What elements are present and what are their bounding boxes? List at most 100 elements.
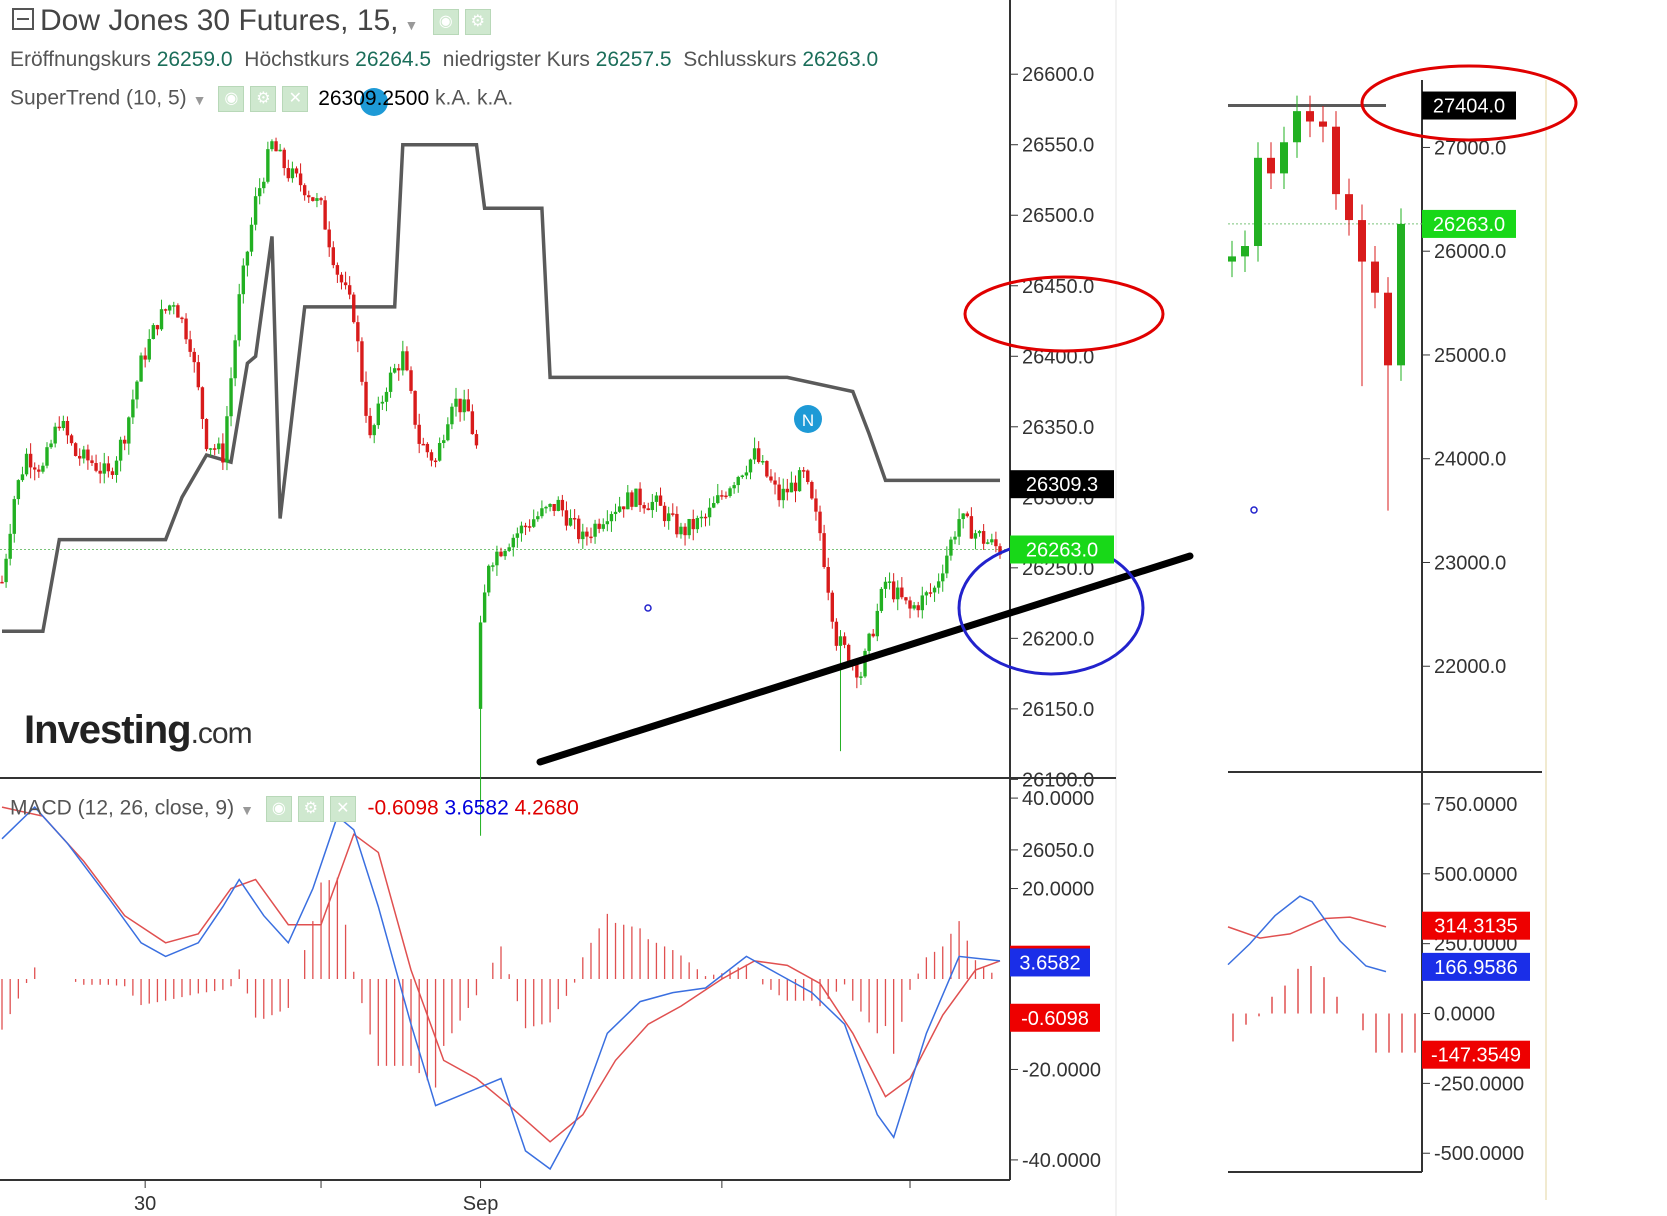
candle-body [184, 318, 188, 340]
chevron-down-icon[interactable]: ▼ [192, 91, 207, 108]
candle-body [229, 378, 233, 417]
macd-value-label-box [1010, 948, 1090, 977]
candle-body [356, 322, 360, 342]
side-candle-body [1319, 121, 1327, 127]
candle-body [417, 424, 421, 444]
side-candle-body [1254, 157, 1262, 247]
macd-hist-label: -0.6098 [1021, 1008, 1089, 1030]
collapse-icon[interactable] [12, 8, 34, 31]
candle-body [818, 511, 822, 534]
eye-icon[interactable]: ◉ [265, 796, 292, 822]
close-icon[interactable]: ✕ [282, 86, 309, 112]
macd-y-axis: 40.0000 20.0000 -20.0000 -40.0000 [1010, 788, 1101, 1172]
news-marker-icon[interactable] [794, 405, 822, 433]
candle-body [106, 463, 111, 472]
y-tick-label: -500.0000 [1434, 1143, 1524, 1165]
candle-body [810, 481, 814, 499]
candle-body [192, 351, 196, 363]
candle-body [102, 463, 106, 474]
candle-body [405, 351, 409, 371]
high-value: 26264.5 [355, 48, 432, 71]
candle-body [57, 426, 61, 429]
candle-body [990, 539, 994, 543]
candle-body [744, 472, 749, 476]
time-axis: 30 Sep [134, 1180, 911, 1215]
chevron-down-icon[interactable]: ▼ [240, 801, 254, 818]
y-tick-label: 26350.0 [1022, 417, 1094, 439]
candle-body [123, 439, 127, 444]
eye-icon[interactable]: ◉ [432, 9, 459, 36]
candle-body [307, 195, 311, 198]
candle-body [626, 492, 630, 510]
candle-body [650, 501, 655, 511]
candle-body [936, 581, 941, 588]
candle-body [8, 533, 12, 559]
candle-body [675, 513, 679, 535]
candle-body [503, 550, 507, 557]
candle-body [45, 447, 49, 466]
candle-body [462, 399, 466, 413]
candle-body [20, 474, 25, 481]
y-tick-label: 26100.0 [1022, 769, 1094, 791]
candle-body [965, 513, 969, 517]
candle-body [143, 355, 147, 360]
candle-body [368, 415, 372, 436]
red-circle-annotation [963, 275, 1165, 353]
candle-body [928, 592, 933, 594]
candle-body [347, 285, 352, 295]
candle-body [196, 362, 201, 388]
supertrend-price-label-box [1010, 470, 1114, 499]
event-marker-icon[interactable] [360, 88, 388, 116]
candle-body [487, 565, 491, 593]
candle-body [638, 488, 642, 506]
side-candle-body [1293, 111, 1301, 143]
candle-body [200, 387, 205, 419]
side-macd-hist-label: -147.3549 [1431, 1045, 1521, 1067]
y-tick-label: 0.0000 [1434, 1004, 1495, 1026]
candle-body [765, 461, 769, 477]
candle-body [290, 168, 295, 179]
candle-body [622, 506, 626, 510]
candle-body [957, 519, 961, 537]
candle-body [785, 488, 790, 493]
candle-body [568, 518, 573, 526]
gear-icon[interactable]: ⚙ [250, 86, 277, 112]
candle-body [397, 368, 401, 371]
macd-label: MACD (12, 26, close, 9) [10, 796, 235, 820]
candle-body [217, 443, 221, 450]
candle-body [585, 531, 589, 537]
y-tick-label: 26000.0 [1434, 241, 1506, 263]
candle-body [523, 525, 528, 528]
x-tick-label: 30 [134, 1193, 156, 1215]
supertrend-price-label: 26309.3 [1026, 474, 1098, 496]
candle-body [155, 325, 160, 330]
candle-body [225, 416, 229, 463]
chevron-down-icon[interactable]: ▼ [404, 17, 419, 33]
gear-icon[interactable]: ⚙ [297, 796, 324, 822]
candle-body [896, 587, 900, 600]
candle-body [176, 305, 180, 318]
y-tick-label: 22000.0 [1434, 656, 1506, 678]
y-tick-label: 26500.0 [1022, 205, 1094, 227]
candle-body [401, 351, 405, 371]
eye-icon[interactable]: ◉ [218, 86, 245, 112]
trendline-annotation [536, 552, 1194, 766]
candle-body [564, 510, 569, 526]
candle-body [360, 341, 364, 382]
candle-body [797, 470, 802, 492]
side-macd-signal-line [1227, 916, 1387, 939]
candle-body [642, 505, 646, 509]
candle-body [159, 309, 164, 330]
candle-body [801, 470, 806, 472]
candlestick-series [0, 137, 1002, 836]
candle-body [315, 198, 319, 201]
gear-icon[interactable]: ⚙ [464, 9, 491, 36]
candle-body [204, 418, 209, 450]
price-labels: 26309.326263.04.26803.6582-0.609827404.0… [1010, 91, 1530, 1069]
candle-body [16, 480, 21, 500]
candle-body [617, 506, 622, 512]
candle-body [425, 443, 430, 453]
candle-body [212, 448, 217, 450]
close-icon[interactable]: ✕ [329, 796, 356, 822]
candle-body [781, 488, 785, 501]
